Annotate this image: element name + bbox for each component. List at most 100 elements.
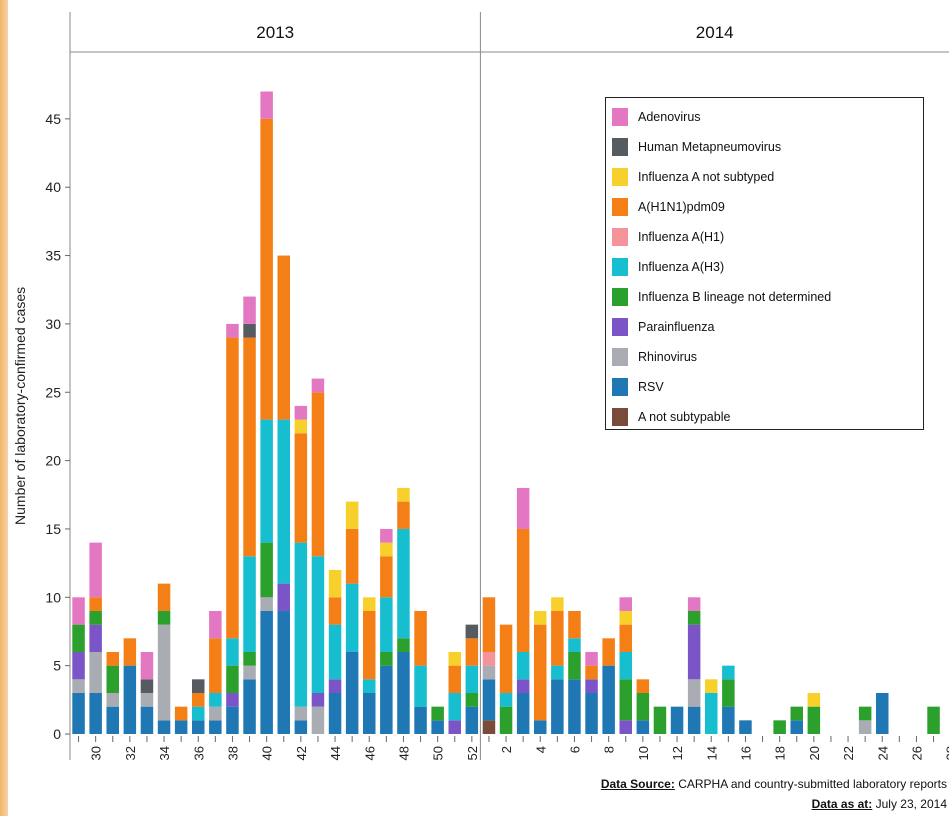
legend-swatch — [612, 258, 628, 276]
y-tick-label: 15 — [45, 521, 61, 537]
bar-segment-influenza-a-h3- — [568, 638, 581, 652]
x-tick-label: 26 — [909, 746, 924, 760]
bar-segment-adenovirus — [380, 528, 393, 543]
bar-segment-human-metapneumovirus — [140, 679, 154, 693]
legend-item: Human Metapneumovirus — [612, 132, 923, 162]
bar-segment-influenza-b-lineage-not-determined — [499, 706, 513, 734]
data-source-line: Data Source: CARPHA and country-submitte… — [601, 774, 947, 794]
legend-label: Influenza A(H1) — [638, 230, 725, 244]
bar-segment-rsv — [209, 720, 222, 734]
bar-segment-influenza-a-not-subtyped — [397, 487, 410, 502]
bar-segment-influenza-a-h3- — [722, 665, 735, 680]
bar-segment-influenza-b-lineage-not-determined — [72, 624, 85, 652]
bar-segment-a-h1n1-pdm09 — [516, 528, 530, 652]
bar-segment-human-metapneumovirus — [465, 624, 479, 639]
bar-segment-rsv — [277, 610, 290, 734]
x-tick-label: 16 — [738, 746, 753, 760]
bar-segment-a-h1n1-pdm09 — [482, 597, 496, 652]
bar-segment-influenza-a-h3- — [705, 692, 718, 734]
x-tick-label: 30 — [89, 746, 104, 760]
bar-segment-rsv — [294, 720, 308, 734]
legend-swatch — [612, 138, 628, 156]
bar-segment-a-h1n1-pdm09 — [619, 624, 632, 652]
bar-segment-influenza-a-h1- — [482, 651, 496, 666]
bar-segment-a-h1n1-pdm09 — [174, 706, 188, 721]
bar-segment-a-h1n1-pdm09 — [568, 610, 581, 639]
bar-segment-a-h1n1-pdm09 — [157, 583, 171, 611]
bar-segment-influenza-b-lineage-not-determined — [380, 651, 393, 666]
bar-segment-adenovirus — [72, 597, 85, 625]
legend-label: Influenza B lineage not determined — [638, 290, 832, 304]
bar-segment-rsv — [345, 651, 359, 734]
bar-segment-a-h1n1-pdm09 — [414, 610, 427, 666]
bar-segment-influenza-b-lineage-not-determined — [260, 542, 273, 598]
bar-segment-influenza-a-not-subtyped — [534, 610, 547, 625]
bar-segment-influenza-a-h3- — [226, 638, 239, 666]
bar-segment-rsv — [106, 706, 119, 734]
y-tick-label: 20 — [45, 453, 61, 469]
bar-segment-a-h1n1-pdm09 — [534, 624, 547, 721]
bar-segment-influenza-b-lineage-not-determined — [243, 651, 256, 666]
bar-segment-rsv — [140, 706, 154, 734]
bar-segment-a-h1n1-pdm09 — [397, 501, 410, 529]
chart-legend: Adenovirus Human Metapneumovirus Influenza… — [605, 97, 924, 430]
x-tick-label: 38 — [225, 746, 240, 760]
data-source-text: CARPHA and country-submitted laboratory … — [678, 777, 947, 791]
bar-segment-adenovirus — [294, 405, 308, 420]
y-tick-label: 40 — [45, 179, 61, 195]
y-tick-label: 35 — [45, 248, 61, 264]
bar-segment-influenza-b-lineage-not-determined — [653, 706, 667, 734]
y-tick-label: 25 — [45, 384, 61, 400]
bar-segment-adenovirus — [140, 651, 154, 680]
bar-segment-rhinovirus — [858, 720, 872, 734]
bar-segment-rhinovirus — [89, 651, 102, 693]
bar-segment-influenza-a-not-subtyped — [328, 569, 342, 598]
y-tick-label: 30 — [45, 316, 61, 332]
legend-label: RSV — [638, 380, 664, 394]
bar-segment-a-h1n1-pdm09 — [243, 337, 256, 557]
bar-segment-rsv — [192, 720, 205, 734]
bar-segment-influenza-a-h3- — [465, 665, 479, 693]
bar-segment-a-h1n1-pdm09 — [226, 337, 239, 639]
bar-segment-rsv — [568, 679, 581, 734]
bar-segment-rsv — [363, 692, 376, 734]
bar-segment-influenza-a-h3- — [277, 419, 290, 584]
legend-item: A(H1N1)pdm09 — [612, 192, 923, 222]
bar-segment-rsv — [260, 610, 273, 734]
bar-segment-rsv — [397, 651, 410, 734]
bar-segment-rsv — [243, 679, 256, 734]
bar-segment-influenza-b-lineage-not-determined — [619, 679, 632, 721]
bar-segment-influenza-a-h3- — [397, 528, 410, 639]
legend-label: Parainfluenza — [638, 320, 715, 334]
bar-segment-adenovirus — [209, 610, 222, 639]
legend-swatch — [612, 288, 628, 306]
legend-label: A(H1N1)pdm09 — [638, 200, 725, 214]
legend-swatch — [612, 378, 628, 396]
legend-item: RSV — [612, 372, 923, 402]
bar-segment-a-h1n1-pdm09 — [89, 597, 102, 611]
x-tick-label: 18 — [773, 746, 788, 760]
bar-segment-adenovirus — [89, 542, 102, 598]
bar-segment-influenza-a-h3- — [619, 651, 632, 680]
data-source-note: Data Source: CARPHA and country-submitte… — [601, 774, 947, 814]
bar-segment-a-not-subtypable — [482, 720, 496, 734]
bar-segment-adenovirus — [311, 378, 325, 393]
facet-label-2014: 2014 — [696, 23, 734, 42]
bar-segment-influenza-a-not-subtyped — [448, 651, 461, 666]
bar-segment-adenovirus — [585, 651, 598, 666]
bar-segment-parainfluenza — [89, 624, 102, 652]
x-tick-label: 46 — [362, 746, 377, 760]
legend-item: Influenza A(H1) — [612, 222, 923, 252]
bar-segment-adenovirus — [516, 487, 530, 529]
bar-segment-a-h1n1-pdm09 — [294, 433, 308, 543]
bar-segment-influenza-b-lineage-not-determined — [568, 651, 581, 680]
bar-segment-rsv — [602, 665, 615, 734]
bar-segment-adenovirus — [619, 597, 632, 611]
x-tick-label: 14 — [704, 746, 719, 760]
bar-segment-rsv — [551, 679, 564, 734]
bar-segment-rsv — [380, 665, 393, 734]
bar-segment-rsv — [226, 706, 239, 734]
legend-swatch — [612, 318, 628, 336]
bar-segment-influenza-b-lineage-not-determined — [773, 720, 786, 734]
x-tick-label: 12 — [670, 746, 685, 760]
